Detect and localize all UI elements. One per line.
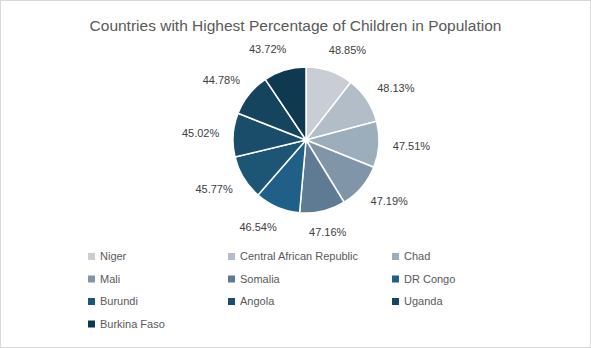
legend-label: Niger [100, 250, 127, 262]
data-label: 48.85% [329, 44, 367, 56]
legend-label: Uganda [404, 295, 443, 307]
data-label: 47.19% [371, 195, 409, 207]
data-label: 45.02% [182, 127, 220, 139]
slice [265, 67, 306, 140]
legend-marker [228, 253, 235, 260]
legend-marker [88, 298, 95, 305]
legend-marker [228, 298, 235, 305]
data-label: 48.13% [377, 82, 415, 94]
data-label: 47.51% [393, 140, 431, 152]
legend-marker [88, 253, 95, 260]
data-label: 43.72% [249, 43, 287, 55]
data-label: 45.77% [195, 183, 233, 195]
title: Countries with Highest Percentage of Chi… [90, 17, 502, 34]
chart: Countries with Highest Percentage of Chi… [0, 0, 591, 348]
legend-marker [392, 298, 399, 305]
legend: Niger Central African Republic Chad Mali Som… [88, 250, 455, 330]
chart-border [1, 1, 591, 348]
legend-marker [88, 321, 95, 328]
legend-label: Angola [240, 295, 275, 307]
legend-marker [228, 276, 235, 283]
legend-label: Burundi [100, 295, 138, 307]
legend-label: Burkina Faso [100, 318, 165, 330]
slices [233, 67, 379, 213]
legend-label: Mali [100, 273, 120, 285]
legend-label: Somalia [240, 273, 281, 285]
data-label: 44.78% [203, 74, 241, 86]
legend-marker [88, 276, 95, 283]
legend-label: DR Congo [404, 273, 455, 285]
data-label: 46.54% [239, 221, 277, 233]
slice [300, 140, 345, 213]
data-labels: 48.85% 48.13% 47.51% 47.19% 47.16% 46.54% 45.7… [182, 43, 430, 238]
data-label: 47.16% [309, 226, 347, 238]
legend-marker [392, 253, 399, 260]
legend-label: Central African Republic [240, 250, 359, 262]
legend-marker [392, 276, 399, 283]
legend-label: Chad [404, 250, 430, 262]
